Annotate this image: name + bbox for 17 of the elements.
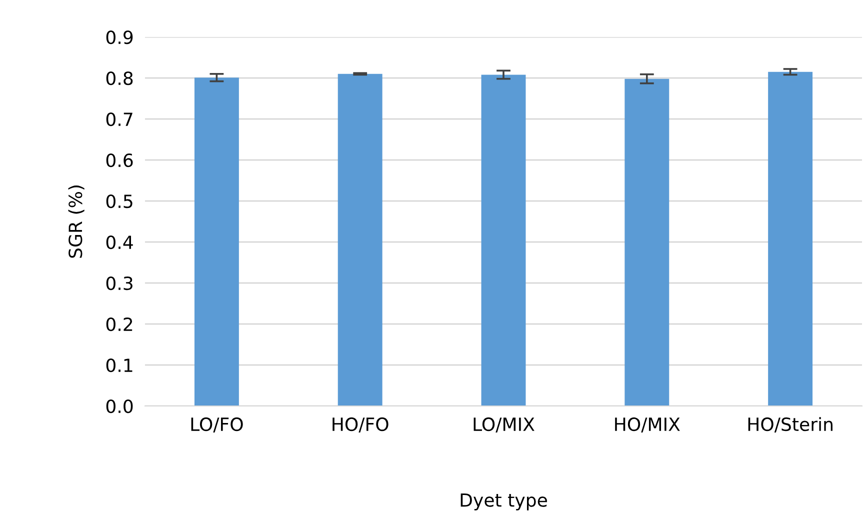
y-tick-label: 0.6: [106, 153, 133, 168]
x-tick-label: HO/Sterin: [748, 417, 832, 433]
y-tick-label: 0.9: [106, 30, 133, 44]
y-tick-label: 0.4: [106, 235, 133, 250]
y-tick-label: 0.5: [106, 194, 132, 208]
x-tick-label: HO/MIX: [615, 417, 680, 433]
x-axis-title: Dyet type: [460, 493, 547, 510]
x-tick-label: LO/FO: [191, 417, 243, 433]
y-tick-label: 0.7: [106, 112, 132, 126]
x-tick-label: LO/MIX: [474, 417, 534, 433]
x-tick-label: HO/FO: [332, 417, 388, 433]
y-tick-label: 0.0: [106, 399, 133, 414]
y-tick-label: 0.1: [106, 358, 132, 372]
y-axis-title: SGR (%): [68, 186, 84, 258]
y-tick-label: 0.2: [106, 317, 132, 332]
y-tick-label: 0.8: [106, 71, 133, 86]
y-tick-label: 0.3: [106, 276, 132, 290]
